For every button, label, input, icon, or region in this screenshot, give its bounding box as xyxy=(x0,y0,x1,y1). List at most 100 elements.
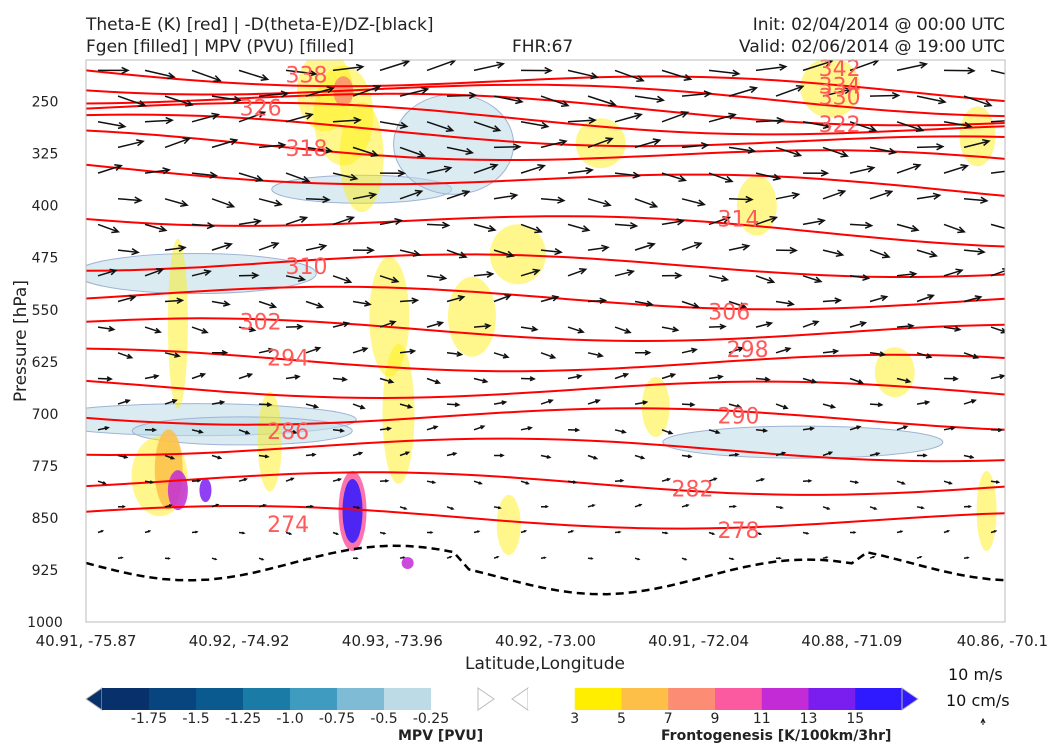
wind-arrow-icon xyxy=(211,95,243,104)
wind-arrow-icon xyxy=(822,87,853,97)
wind-arrow-icon xyxy=(943,67,976,75)
fgen-shade xyxy=(496,494,521,555)
wind-arrow-icon xyxy=(849,221,874,229)
wind-arrow-icon xyxy=(144,116,174,125)
wind-arrow-icon xyxy=(285,374,301,380)
wind-arrow-icon xyxy=(426,425,439,431)
wind-arrow-icon xyxy=(399,403,414,409)
fgen-shade xyxy=(447,276,496,357)
wind-arrow-icon xyxy=(681,454,693,459)
y-tick-label: 925 xyxy=(32,563,59,579)
wind-arrow-icon xyxy=(822,189,847,200)
wind-arrow-icon xyxy=(869,351,887,357)
wind-arrow-icon xyxy=(775,146,803,158)
x-axis: 40.91, -75.87 40.92, -74.92 40.93, -73.96 4… xyxy=(36,632,1048,650)
wind-arrow-icon xyxy=(117,95,147,108)
wind-arrow-icon xyxy=(285,275,307,282)
wind-arrow-icon xyxy=(446,451,458,457)
wind-arrow-icon xyxy=(896,223,920,233)
wind-arrow-icon xyxy=(191,221,216,230)
wind-arrow-icon xyxy=(990,427,1004,433)
wind-arrow-icon xyxy=(164,297,185,305)
wind-arrow-icon xyxy=(849,377,865,385)
wind-vectors xyxy=(97,60,1005,561)
theta-e-line xyxy=(86,505,1005,530)
wind-arrow-icon xyxy=(285,172,311,183)
wind-arrow-icon xyxy=(493,453,505,458)
wind-arrow-icon xyxy=(587,198,612,208)
wind-arrow-icon xyxy=(540,505,549,509)
y-tick-label: 550 xyxy=(32,303,59,319)
theta-e-line xyxy=(86,83,1005,118)
wind-arrow-icon xyxy=(916,249,938,258)
wind-arrow-icon xyxy=(352,451,364,457)
wind-arrow-icon xyxy=(258,504,267,508)
wind-arrow-icon xyxy=(352,84,382,97)
wind-arrow-icon xyxy=(305,300,325,309)
wind-arrow-icon xyxy=(755,275,776,284)
wind-arrow-icon xyxy=(97,268,118,277)
wind-arrow-icon xyxy=(567,326,585,334)
colorbar-tick: 9 xyxy=(711,711,720,727)
wind-arrow-icon xyxy=(379,60,411,72)
wind-arrow-icon xyxy=(446,91,478,100)
wind-arrow-icon xyxy=(822,348,840,355)
wind-arrow-icon xyxy=(896,323,915,330)
dthetae-contour xyxy=(86,544,1005,596)
y-tick-label: 1000 xyxy=(27,615,63,631)
wind-arrow-icon xyxy=(305,195,331,204)
wind-arrow-icon xyxy=(211,300,231,307)
wind-arrow-icon xyxy=(117,248,140,256)
wind-arrow-icon xyxy=(849,480,860,485)
theta-e-line xyxy=(86,69,1005,103)
wind-key-arrow-icon xyxy=(980,717,986,725)
wind-arrow-icon xyxy=(211,454,223,460)
wind-arrow-icon xyxy=(399,506,408,510)
wind-arrow-icon xyxy=(822,297,843,304)
wind-arrow-icon xyxy=(305,346,322,354)
wind-arrow-icon xyxy=(520,529,528,534)
wind-arrow-icon xyxy=(97,121,127,130)
wind-arrow-icon xyxy=(963,138,991,149)
wind-arrow-icon xyxy=(426,274,448,282)
theta-e-label: 334 xyxy=(819,74,861,99)
wind-arrow-icon xyxy=(708,374,724,380)
wind-arrow-icon xyxy=(634,242,656,251)
wind-arrow-icon xyxy=(661,272,683,280)
wind-arrow-icon xyxy=(661,111,690,123)
wind-arrow-icon xyxy=(634,349,652,356)
wind-arrow-icon xyxy=(164,137,191,149)
wind-arrow-icon xyxy=(990,326,1005,334)
mpv-shade xyxy=(662,425,944,459)
wind-arrow-icon xyxy=(567,373,583,380)
wind-arrow-icon xyxy=(191,171,219,179)
wind-arrow-icon xyxy=(285,531,293,535)
theta-e-line xyxy=(86,92,1005,127)
wind-arrow-icon xyxy=(614,530,622,534)
wind-arrow-icon xyxy=(567,223,591,233)
wind-arrow-icon xyxy=(849,274,871,282)
x-tick-label: 40.93, -73.96 xyxy=(342,632,443,650)
wind-arrow-icon xyxy=(332,531,340,536)
wind-arrow-icon xyxy=(238,326,257,333)
wind-arrow-icon xyxy=(493,400,508,406)
title-left-2: Fgen [filled] | MPV (PVU) [filled] xyxy=(86,37,355,57)
wind-arrow-icon xyxy=(144,480,155,484)
theta-e-label: 274 xyxy=(267,513,309,538)
wind-arrow-icon xyxy=(943,480,953,485)
theta-e-label: 286 xyxy=(267,420,309,445)
wind-arrow-icon xyxy=(305,243,328,251)
wind-arrow-icon xyxy=(98,66,130,75)
wind-arrow-icon xyxy=(332,275,353,284)
y-axis-label: Pressure [hPa] xyxy=(11,280,31,402)
colorbar-swatch xyxy=(574,688,622,710)
wind-arrow-icon xyxy=(775,451,787,457)
wind-arrow-icon xyxy=(191,112,221,123)
wind-arrow-icon xyxy=(238,172,264,183)
colorbar-swatch xyxy=(290,688,338,710)
wind-arrow-icon xyxy=(963,247,986,256)
wind-arrow-icon xyxy=(211,242,233,251)
wind-arrow-icon xyxy=(681,300,701,309)
x-tick-label: 40.92, -73.00 xyxy=(495,632,596,650)
wind-arrow-icon xyxy=(285,69,318,77)
